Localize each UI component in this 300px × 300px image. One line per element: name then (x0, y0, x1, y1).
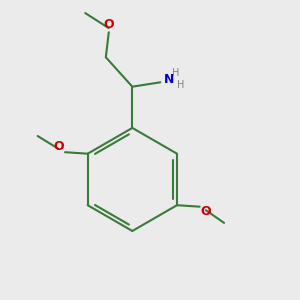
Text: O: O (54, 140, 64, 153)
Text: O: O (200, 206, 211, 218)
Text: H: H (172, 68, 180, 78)
Text: O: O (103, 18, 114, 31)
Text: H: H (177, 80, 184, 90)
Text: N: N (164, 73, 174, 86)
